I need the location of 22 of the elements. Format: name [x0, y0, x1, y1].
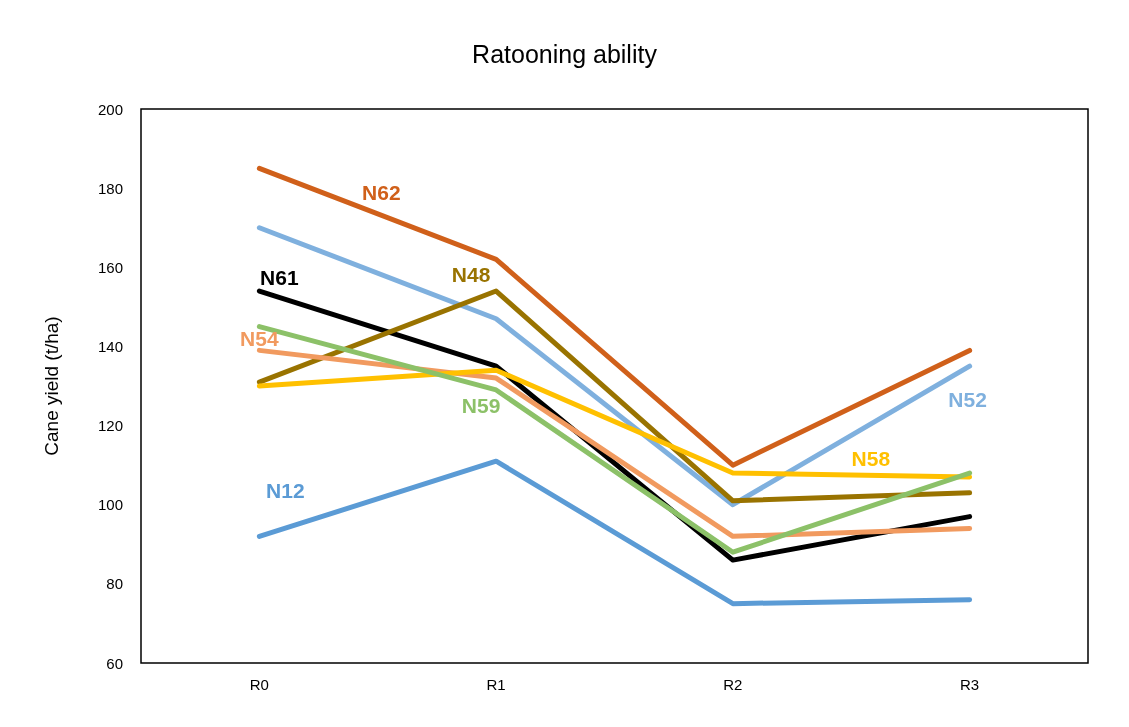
y-tick-label: 80 — [106, 575, 123, 593]
x-tick-label: R2 — [723, 676, 743, 693]
y-tick-label: 100 — [97, 496, 123, 514]
series-label: N58 — [851, 446, 891, 470]
x-tick-label: R0 — [249, 676, 269, 693]
series-label: N59 — [461, 394, 501, 418]
y-tick-label: 60 — [106, 654, 123, 672]
series-label: N62 — [362, 180, 401, 204]
series-label: N61 — [260, 265, 299, 289]
series-label: N48 — [451, 262, 491, 286]
series-label: N12 — [266, 478, 305, 502]
chart-title: Ratooning ability — [472, 39, 658, 68]
y-axis-title: Cane yield (t/ha) — [41, 316, 62, 456]
series-label: N52 — [948, 387, 987, 411]
x-tick-label: R3 — [960, 676, 980, 693]
y-tick-label: 160 — [97, 258, 123, 276]
y-tick-label: 200 — [97, 100, 123, 118]
y-tick-label: 140 — [97, 337, 123, 355]
series-label: N54 — [240, 326, 279, 350]
x-tick-label: R1 — [486, 676, 506, 693]
y-tick-label: 120 — [97, 417, 123, 435]
y-tick-label: 180 — [97, 179, 123, 197]
